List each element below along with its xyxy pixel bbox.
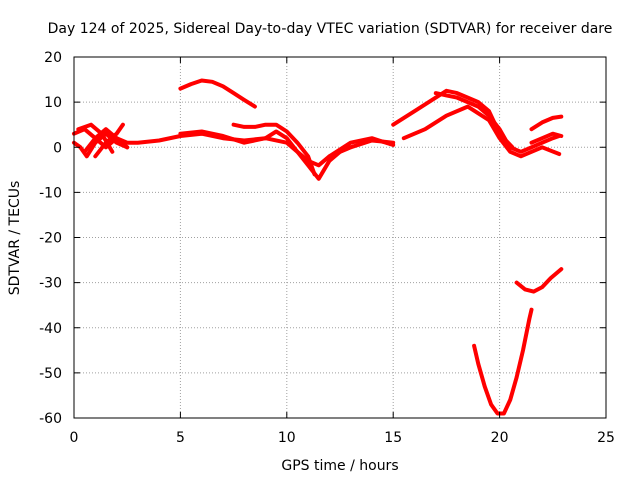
series-line-track-6 [178,78,257,109]
y-axis-label: SDTVAR / TECUs [7,181,23,296]
x-tick-label: 0 [70,430,79,446]
y-tick-label: 0 [53,140,62,156]
x-tick-label: 25 [597,430,615,446]
series-line-track-13 [529,114,564,132]
y-tick-label: 20 [44,50,62,66]
x-tick-label: 15 [384,430,402,446]
series-line-track-9 [327,136,396,159]
series-line-track-14 [529,131,564,145]
series-group [72,78,564,416]
series-line-track-8 [178,129,353,181]
series-line-track-15 [472,307,534,416]
y-tick-label: -60 [39,411,62,427]
x-tick-label: 10 [278,430,296,446]
plot-frame [73,56,607,419]
series-line-track-7 [231,122,317,177]
chart-title: Day 124 of 2025, Sidereal Day-to-day VTE… [48,21,613,37]
y-tick-label: -10 [39,185,62,201]
y-tick-label: -30 [39,276,62,292]
x-tick-label: 5 [176,430,185,446]
y-tick-label: 10 [44,95,62,111]
x-axis-label: GPS time / hours [281,458,398,474]
series-line-track-11 [401,104,562,159]
ticks: 0 5 10 15 20 25 -60 -50 -40 -30 -20 -10 0 10 20 [39,50,615,446]
series-line-track-12 [433,91,515,150]
series-line-track-2 [72,131,130,159]
y-tick-label: -50 [39,366,62,382]
grid [74,57,606,418]
y-tick-label: -20 [39,231,62,247]
series-line-track-5 [93,122,125,159]
y-tick-label: -40 [39,321,62,337]
x-tick-label: 20 [491,430,509,446]
series-line-track-16 [514,267,564,294]
series-line-track-3 [82,127,130,154]
